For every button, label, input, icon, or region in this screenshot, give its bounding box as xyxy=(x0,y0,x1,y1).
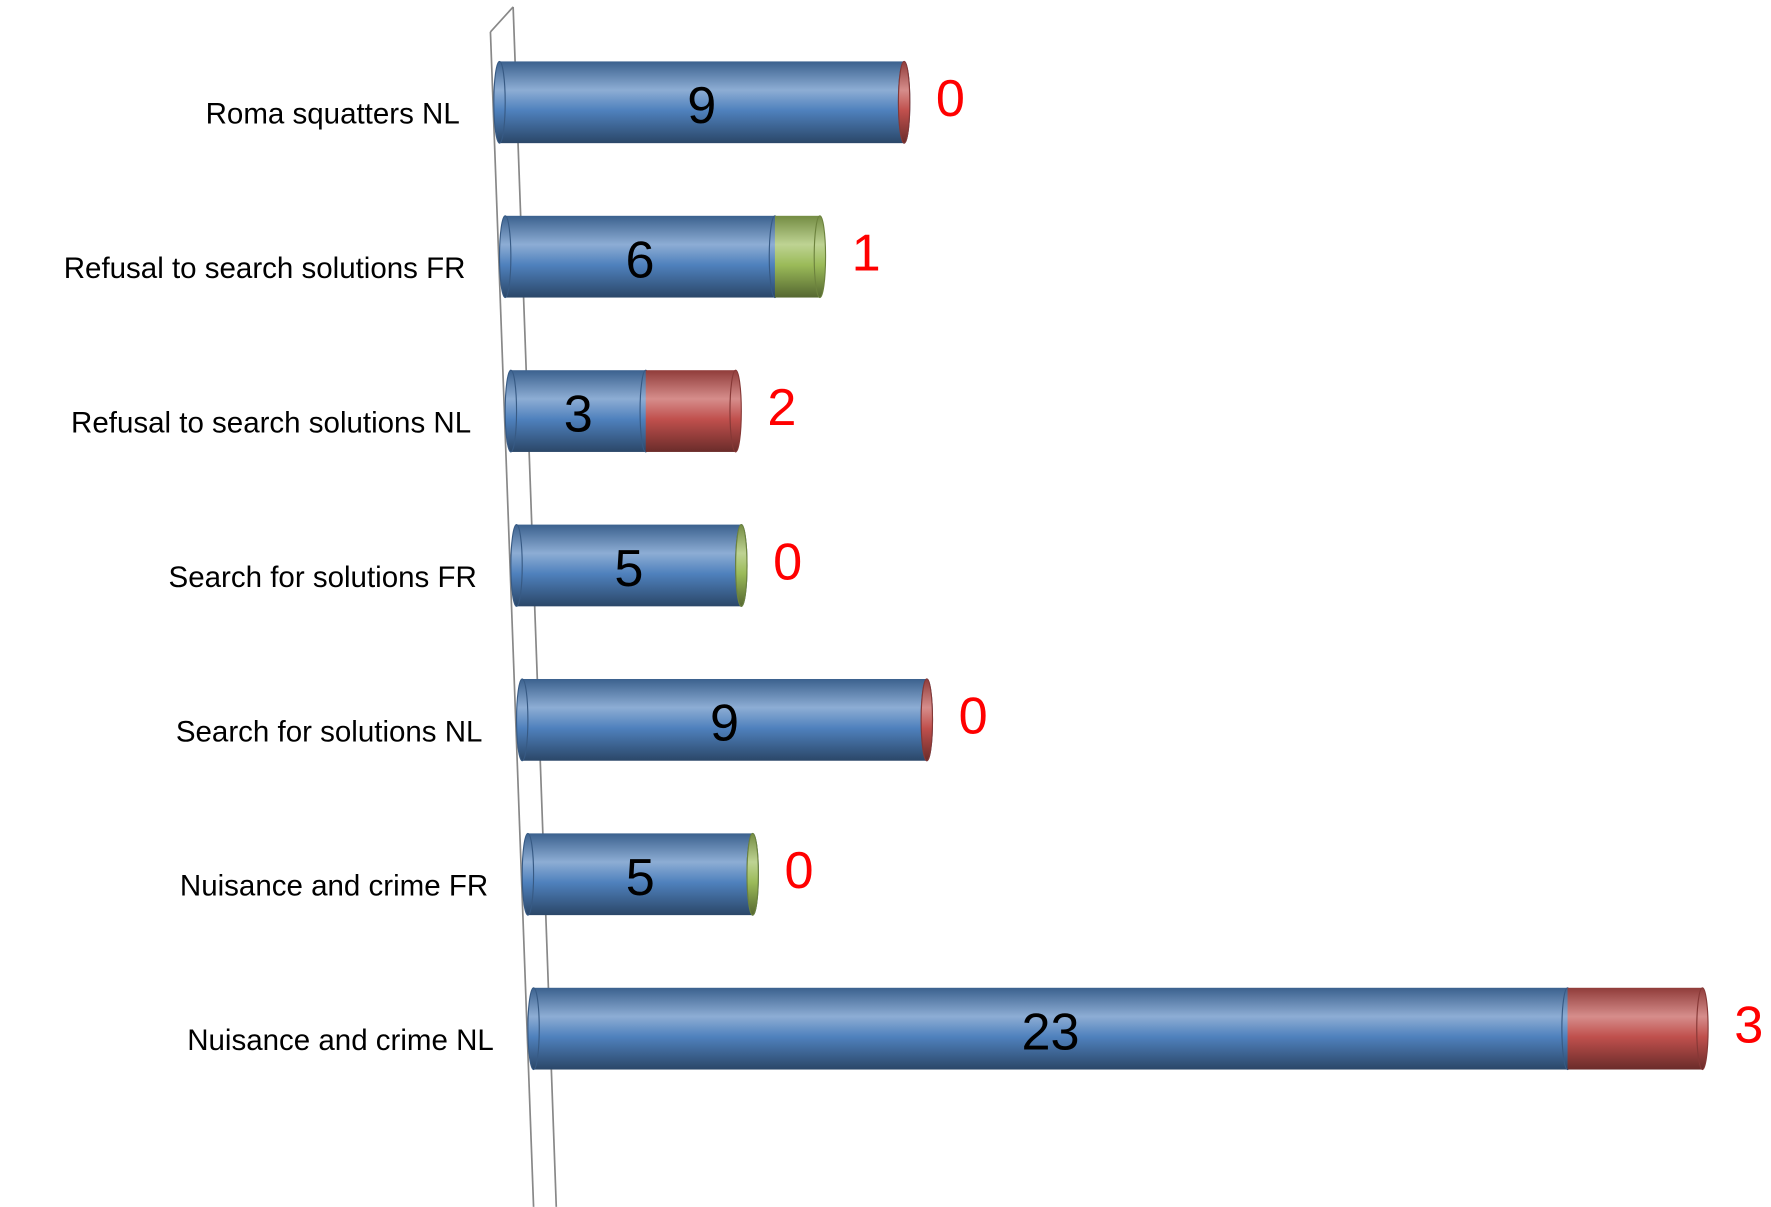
bar-segment xyxy=(533,987,1568,1070)
bar-cap xyxy=(521,832,535,916)
value-label: 3 xyxy=(1734,996,1763,1054)
value-label: 23 xyxy=(1022,1003,1080,1061)
category-label: Search for solutions FR xyxy=(169,561,477,594)
category-label: Nuisance and crime NL xyxy=(187,1024,494,1057)
bar-segment xyxy=(527,833,753,916)
bar-segment xyxy=(645,370,736,452)
axis-wall-edge xyxy=(489,31,535,1207)
value-label: 6 xyxy=(626,231,655,289)
category-label: Refusal to search solutions FR xyxy=(64,252,466,285)
bar-cap xyxy=(493,60,506,144)
bar-cap xyxy=(510,524,523,607)
bar-segment xyxy=(516,524,742,607)
bar-cap xyxy=(515,678,529,762)
category-label: Search for solutions NL xyxy=(176,715,483,748)
value-label: 0 xyxy=(773,533,802,591)
axis-wall-edge xyxy=(489,6,514,33)
bar-segment xyxy=(1567,987,1703,1070)
value-label: 5 xyxy=(626,849,655,907)
bar-cap xyxy=(498,215,512,299)
value-label: 9 xyxy=(687,77,716,135)
bar-cap xyxy=(920,678,934,762)
bar-segment xyxy=(510,370,646,452)
bar-cap xyxy=(813,215,827,299)
bar-cap xyxy=(735,524,748,607)
value-label: 9 xyxy=(710,694,739,752)
category-label: Nuisance and crime FR xyxy=(180,870,488,903)
bar-cap xyxy=(897,60,911,144)
bar-cap xyxy=(729,369,742,453)
bar-segment xyxy=(499,61,905,144)
value-label: 1 xyxy=(852,224,881,282)
bar-cap xyxy=(527,987,540,1071)
bar-cap xyxy=(504,369,518,453)
value-label: 2 xyxy=(767,379,796,437)
category-label: Roma squatters NL xyxy=(206,98,460,131)
category-label: Refusal to search solutions NL xyxy=(71,406,471,439)
value-label: 0 xyxy=(784,842,813,900)
bar-segment xyxy=(522,678,927,761)
bar-segment xyxy=(774,215,820,298)
bar-cap xyxy=(746,832,759,916)
value-label: 5 xyxy=(614,540,643,598)
value-label: 3 xyxy=(564,386,593,444)
value-label: 0 xyxy=(936,70,965,128)
bar-cap xyxy=(1696,987,1709,1071)
bar-segment xyxy=(505,215,775,298)
value-label: 0 xyxy=(959,688,988,746)
